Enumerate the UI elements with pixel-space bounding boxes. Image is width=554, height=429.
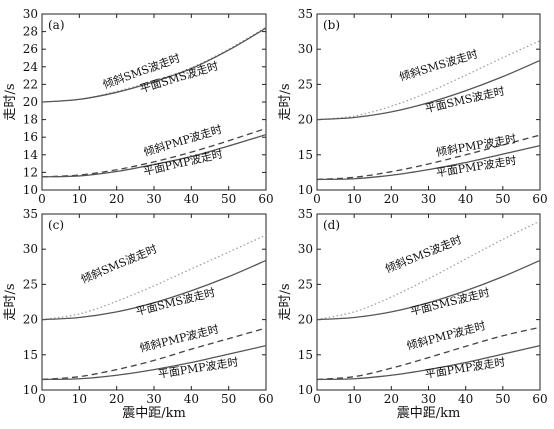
- x-tick-label: 30: [421, 392, 436, 406]
- x-axis-label: 震中距/km: [397, 406, 461, 421]
- y-axis-label: 走时/s: [278, 83, 293, 120]
- panel-a: 0 10 20 30 40 50 601012141618202224262830走时/s(…: [3, 7, 274, 206]
- y-tick-label: 15: [298, 148, 313, 162]
- x-tick-label: 0: [38, 192, 46, 206]
- panel-b: 0 10 20 30 40 50 60101520253035走时/s(b)倾斜SMS波走时…: [278, 7, 548, 206]
- curve-label-1: 平面SMS波走时: [409, 286, 491, 318]
- x-tick-label: 0: [38, 392, 46, 406]
- curve-label-1: 平面SMS波走时: [424, 85, 506, 116]
- series-line-2: [41, 327, 267, 381]
- series-line-1: [41, 27, 267, 103]
- y-tick-label: 20: [23, 95, 38, 109]
- y-tick-label: 26: [23, 42, 38, 56]
- x-tick-label: 30: [146, 192, 161, 206]
- series-line-2: [316, 134, 541, 181]
- x-tick-label: 50: [221, 392, 236, 406]
- series-line-1: [316, 59, 541, 121]
- x-tick-label: 30: [421, 192, 436, 206]
- series-line-2: [41, 127, 267, 178]
- y-tick-label: 20: [298, 313, 313, 327]
- y-tick-label: 20: [298, 113, 313, 127]
- x-tick-label: 40: [458, 392, 473, 406]
- curve-label-1: 平面SMS波走时: [135, 286, 217, 318]
- panel-label: (a): [48, 18, 65, 32]
- curve-label-3: 平面PMP波走时: [157, 355, 239, 381]
- y-axis-label: 走时/s: [3, 283, 18, 320]
- y-tick-label: 15: [298, 348, 313, 362]
- panel-c: 0 10 20 30 40 50 60101520253035走时/s震中距/km(c)倾斜…: [3, 207, 274, 421]
- curve-label-3: 平面PMP波走时: [424, 355, 506, 381]
- y-tick-label: 16: [23, 130, 38, 144]
- x-tick-label: 40: [458, 192, 473, 206]
- x-tick-label: 20: [384, 392, 399, 406]
- series-line-3: [41, 345, 267, 381]
- x-tick-label: 10: [72, 192, 87, 206]
- y-tick-label: 35: [23, 207, 38, 221]
- y-tick-label: 35: [298, 7, 313, 21]
- curve-label-0: 倾斜SMS波走时: [398, 47, 480, 83]
- x-tick-label: 50: [221, 192, 236, 206]
- x-tick-label: 10: [347, 192, 362, 206]
- series-line-3: [316, 145, 541, 181]
- x-tick-label: 20: [384, 192, 399, 206]
- series-line-0: [316, 40, 541, 121]
- x-tick-label: 40: [184, 392, 199, 406]
- curve-label-2: 倾斜PMP波走时: [138, 323, 220, 355]
- y-tick-label: 10: [298, 183, 313, 197]
- y-tick-label: 28: [23, 25, 38, 39]
- curve-label-2: 倾斜PMP波走时: [405, 319, 487, 353]
- y-tick-label: 20: [23, 313, 38, 327]
- y-tick-label: 12: [23, 165, 38, 179]
- x-tick-label: 60: [258, 392, 273, 406]
- y-tick-label: 30: [23, 242, 38, 256]
- y-tick-label: 35: [298, 207, 313, 221]
- x-tick-label: 0: [313, 392, 321, 406]
- x-tick-label: 50: [495, 192, 510, 206]
- y-tick-label: 10: [23, 383, 38, 397]
- series-line-3: [316, 345, 541, 381]
- series-line-2: [316, 326, 541, 381]
- y-tick-label: 30: [298, 42, 313, 56]
- x-axis-label: 震中距/km: [122, 406, 186, 421]
- series-line-1: [41, 259, 267, 321]
- y-tick-label: 25: [298, 77, 313, 91]
- x-tick-label: 50: [495, 392, 510, 406]
- curve-label-3: 平面PMP波走时: [435, 154, 517, 180]
- panel-d: 0 10 20 30 40 50 60101520253035走时/s震中距/km(d)倾斜…: [278, 207, 548, 421]
- x-tick-label: 60: [258, 192, 273, 206]
- y-tick-label: 22: [23, 77, 38, 91]
- x-tick-label: 20: [109, 392, 124, 406]
- y-tick-label: 14: [23, 148, 39, 162]
- x-tick-label: 20: [109, 192, 124, 206]
- series-line-3: [41, 133, 267, 178]
- y-tick-label: 25: [23, 277, 38, 291]
- y-tick-label: 30: [23, 7, 38, 21]
- y-tick-label: 30: [298, 242, 313, 256]
- y-axis-label: 走时/s: [278, 283, 293, 320]
- curve-label-0: 倾斜SMS波走时: [79, 242, 159, 286]
- curve-label-0: 倾斜SMS波走时: [383, 233, 463, 276]
- x-tick-label: 0: [313, 192, 321, 206]
- panel-label: (b): [323, 18, 340, 32]
- x-tick-label: 60: [532, 192, 547, 206]
- y-axis-label: 走时/s: [3, 83, 18, 120]
- panel-label: (c): [48, 218, 64, 232]
- y-tick-label: 24: [23, 60, 39, 74]
- x-tick-label: 10: [347, 392, 362, 406]
- panel-label: (d): [323, 218, 340, 232]
- y-tick-label: 18: [23, 113, 38, 127]
- x-tick-label: 10: [72, 392, 87, 406]
- y-tick-label: 15: [23, 348, 38, 362]
- y-tick-label: 25: [298, 277, 313, 291]
- y-tick-label: 10: [298, 383, 313, 397]
- x-tick-label: 30: [146, 392, 161, 406]
- x-tick-label: 60: [532, 392, 547, 406]
- series-line-1: [316, 259, 541, 321]
- x-tick-label: 40: [184, 192, 199, 206]
- y-tick-label: 10: [23, 183, 38, 197]
